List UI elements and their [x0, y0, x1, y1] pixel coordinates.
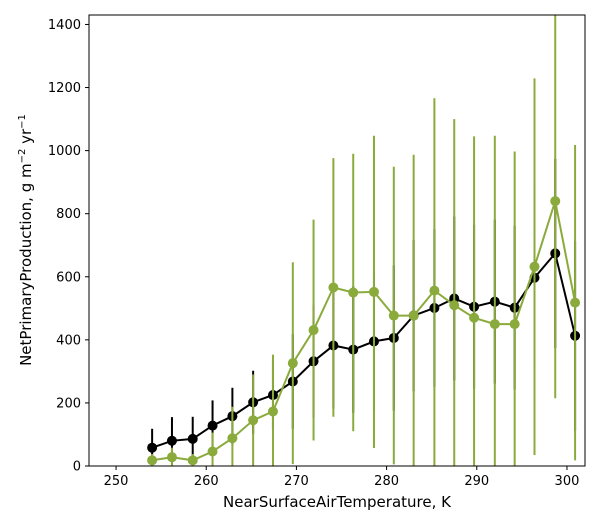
data-point: [550, 196, 561, 207]
data-point: [529, 261, 540, 272]
y-axis-label-prefix: NetPrimaryProduction, g m: [17, 163, 35, 366]
y-axis-label-exponent-2: −1: [17, 114, 28, 129]
y-tick-label: 800: [56, 207, 81, 222]
plot-frame: [88, 14, 586, 467]
data-point: [267, 406, 278, 417]
data-point: [509, 319, 520, 330]
plot-layer: [147, 15, 581, 466]
data-point: [147, 455, 158, 466]
y-axis-label: NetPrimaryProduction, g m−2 yr−1: [17, 114, 35, 366]
data-point: [227, 433, 238, 444]
data-point: [166, 435, 177, 446]
x-tick-label: 260: [194, 474, 219, 489]
data-point: [166, 452, 177, 463]
data-point: [207, 446, 218, 457]
x-axis-label: NearSurfaceAirTemperature, K: [223, 493, 452, 511]
x-tick-label: 300: [555, 474, 580, 489]
data-point: [328, 282, 339, 293]
data-point: [469, 312, 480, 323]
y-tick-label: 1400: [48, 18, 81, 33]
data-point: [308, 325, 319, 336]
data-point: [368, 286, 379, 297]
y-tick-label: 600: [56, 270, 81, 285]
data-point: [187, 455, 198, 466]
y-tick-label: 1200: [48, 81, 81, 96]
x-tick-label: 250: [104, 474, 129, 489]
y-tick-label: 400: [56, 333, 81, 348]
y-axis-label-mid: yr: [17, 128, 35, 149]
data-point: [287, 358, 298, 369]
series-2: [147, 15, 581, 466]
x-tick-label: 270: [284, 474, 309, 489]
data-point: [570, 297, 581, 308]
data-point: [388, 310, 399, 321]
data-point: [248, 415, 259, 426]
x-tick-label: 280: [374, 474, 399, 489]
data-point: [348, 287, 359, 298]
y-tick-label: 200: [56, 396, 81, 411]
y-axis-label-exponent-1: −2: [17, 149, 28, 164]
x-tick-label: 290: [464, 474, 489, 489]
data-point: [207, 420, 218, 431]
series-line: [151, 251, 577, 449]
y-tick-label: 0: [73, 460, 81, 475]
data-point: [429, 285, 440, 296]
axis-layer: 250 260 270 280 290 300 0 200 400 600 800 1000 1200 1…: [48, 18, 579, 489]
data-point: [449, 300, 460, 311]
data-point: [187, 433, 198, 444]
series-line: [151, 200, 577, 462]
data-point: [408, 310, 419, 321]
data-point: [147, 442, 158, 453]
y-tick-label: 1000: [48, 144, 81, 159]
data-point: [489, 319, 500, 330]
